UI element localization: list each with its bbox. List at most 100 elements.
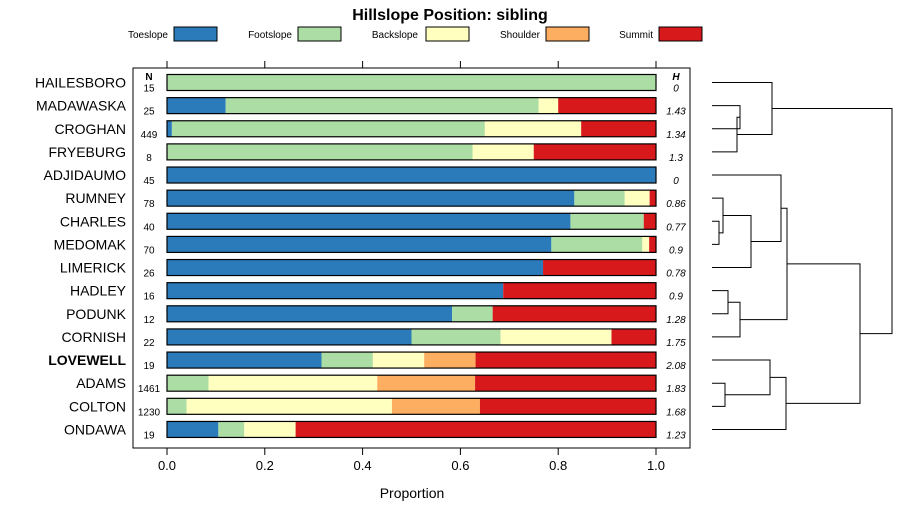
x-tick-label: 1.0	[647, 458, 665, 473]
row-madawaska: MADAWASKA 25 1.43	[36, 97, 686, 118]
bar-segment-shoulder	[424, 352, 476, 369]
bar-segment-summit	[649, 190, 656, 207]
bar-segment-summit	[649, 236, 656, 253]
h-value: 1.23	[666, 430, 686, 441]
bar-outline	[166, 212, 657, 230]
bar-segment-footslope	[167, 375, 209, 392]
n-value: 8	[146, 153, 152, 164]
dendrogram	[712, 82, 893, 430]
dendrogram-branch	[712, 359, 771, 396]
bar-segment-summit	[475, 352, 656, 369]
bar-segment-toeslope	[167, 282, 504, 299]
bar-segment-toeslope	[167, 97, 226, 114]
legend-swatch-shoulder	[545, 26, 590, 42]
dendrogram-branch	[712, 116, 740, 153]
h-value: 1.83	[666, 384, 686, 395]
bar-segment-shoulder	[377, 375, 476, 392]
dendrogram-branch	[740, 207, 788, 321]
dendrogram-branch	[712, 220, 720, 245]
row-label: ADJIDAUMO	[44, 167, 127, 183]
legend-label-summit: Summit	[619, 30, 653, 41]
bar-segment-toeslope	[167, 352, 322, 369]
bar-outline	[166, 120, 657, 138]
bar-outline	[166, 97, 657, 115]
bar-segment-shoulder	[391, 398, 480, 415]
n-value: 25	[143, 107, 155, 118]
legend-swatch-footslope	[297, 26, 342, 42]
dendrogram-branch	[712, 382, 726, 407]
x-tick-label: 0.2	[256, 458, 274, 473]
bar-outline	[166, 282, 657, 300]
bar-segment-footslope	[411, 328, 501, 345]
row-cornish: CORNISH 22 1.75	[61, 328, 686, 349]
row-fryeburg: FRYEBURG 8 1.3	[48, 143, 683, 164]
bar-segment-summit	[543, 259, 656, 276]
bar-segment-summit	[492, 305, 656, 322]
x-axis-title: Proportion	[380, 485, 445, 501]
bar-segment-footslope	[452, 305, 493, 322]
bar-rows: HAILESBORO 15 0 MADAWASKA 25 1.43 CROGHAN 449 1.…	[35, 73, 686, 441]
bar-segment-footslope	[321, 352, 373, 369]
bar-segment-footslope	[225, 97, 539, 114]
dendrogram-branch	[712, 290, 729, 315]
row-label: FRYEBURG	[48, 144, 126, 160]
bar-segment-backslope	[538, 97, 559, 114]
x-tick-label: 0.8	[549, 458, 567, 473]
row-label: COLTON	[69, 398, 126, 414]
bar-outline	[166, 351, 657, 369]
legend-label-footslope: Footslope	[248, 30, 292, 41]
dendrogram-branch	[712, 105, 741, 130]
h-value: 0.77	[666, 222, 686, 233]
bar-segment-toeslope	[167, 120, 172, 137]
row-label: ONDAWA	[64, 421, 127, 437]
bar-segment-toeslope	[167, 167, 656, 184]
n-value: 1230	[138, 407, 161, 418]
h-value: 0.9	[669, 245, 683, 256]
row-adjidaumo: ADJIDAUMO 45 0	[44, 166, 679, 187]
row-label: ADAMS	[76, 375, 126, 391]
n-value: 22	[143, 338, 155, 349]
row-colton: COLTON 1230 1.68	[69, 397, 686, 418]
bar-segment-footslope	[167, 74, 656, 91]
bar-segment-summit	[479, 398, 656, 415]
n-value: 70	[143, 245, 155, 256]
bar-segment-summit	[475, 375, 656, 392]
row-label: MEDOMAK	[54, 236, 127, 252]
n-value: 26	[143, 269, 155, 280]
dendrogram-branch	[712, 214, 752, 269]
bar-segment-backslope	[624, 190, 650, 207]
bar-segment-backslope	[244, 421, 296, 438]
h-value: 1.34	[666, 130, 686, 141]
bar-segment-backslope	[642, 236, 650, 253]
legend-label-shoulder: Shoulder	[500, 30, 541, 41]
row-label: CORNISH	[61, 329, 126, 345]
n-value: 1461	[138, 384, 161, 395]
bar-segment-summit	[295, 421, 656, 438]
bar-segment-footslope	[574, 190, 625, 207]
legend-label-toeslope: Toeslope	[128, 30, 168, 41]
row-label: PODUNK	[66, 306, 127, 322]
x-tick-label: 0.0	[158, 458, 176, 473]
n-value: 40	[143, 222, 155, 233]
row-label: RUMNEY	[65, 190, 126, 206]
row-ondawa: ONDAWA 19 1.23	[64, 420, 686, 441]
h-value: 0.78	[666, 269, 686, 280]
plot-frame	[132, 67, 691, 449]
x-axis: 0.0 0.2 0.4 0.6 0.8 1.0	[158, 61, 665, 473]
bar-segment-footslope	[167, 143, 473, 160]
h-value: 1.75	[666, 338, 686, 349]
row-adams: ADAMS 1461 1.83	[76, 374, 686, 395]
h-value: 0	[673, 176, 679, 187]
h-value: 0.9	[669, 292, 683, 303]
bar-segment-backslope	[500, 328, 612, 345]
n-value: 19	[143, 430, 155, 441]
legend-swatch-summit	[658, 26, 703, 42]
bar-segment-toeslope	[167, 190, 575, 207]
row-label: HAILESBORO	[35, 75, 126, 91]
n-value: 19	[143, 361, 155, 372]
bar-segment-toeslope	[167, 259, 544, 276]
row-charles: CHARLES 40 0.77	[60, 212, 686, 233]
bar-segment-summit	[533, 143, 656, 160]
bar-outline	[166, 397, 657, 415]
n-value: 449	[141, 130, 158, 141]
